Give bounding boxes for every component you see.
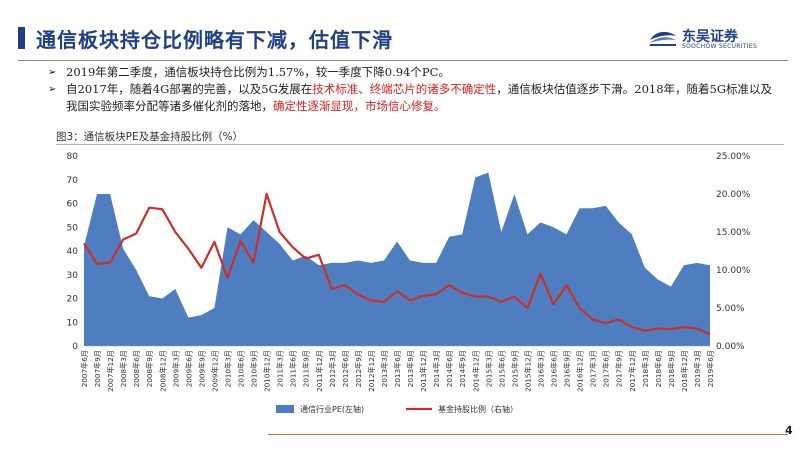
x-tick-label: 2018年9月 — [667, 350, 676, 387]
page-number: 4 — [785, 424, 793, 437]
figure-title: 图3：通信板块PE及基金持股比例（%） — [56, 131, 244, 143]
x-tick-label: 2010年3月 — [223, 350, 232, 387]
x-tick-label: 2014年9月 — [458, 350, 467, 387]
x-tick-label: 2011年9月 — [302, 350, 311, 387]
y-left-tick-label: 20 — [67, 295, 79, 305]
bullet-item: ➢ 自2017年，随着4G部署的完善，以及5G发展在技术标准、终端芯片的诸多不确… — [48, 81, 783, 115]
y-right-tick-label: 20.00% — [716, 190, 751, 200]
x-tick-label: 2018年6月 — [654, 350, 663, 387]
y-left-tick-label: 0 — [72, 342, 78, 352]
x-tick-label: 2013年3月 — [380, 350, 389, 387]
x-tick-label: 2013年9月 — [406, 350, 415, 387]
y-left-tick-label: 50 — [67, 223, 79, 233]
x-tick-label: 2015年3月 — [484, 350, 493, 387]
x-tick-label: 2015年12月 — [523, 350, 532, 392]
x-tick-label: 2015年6月 — [497, 350, 506, 387]
x-tick-label: 2008年3月 — [119, 350, 128, 387]
x-tick-label: 2014年3月 — [432, 350, 441, 387]
legend-label-holding: 基金持股比例（右轴） — [438, 404, 518, 414]
legend-swatch-pe — [276, 405, 294, 413]
slide-header: 通信板块持仓比例略有下减，估值下滑 东吴证券 SOOCHOW SECURITIE… — [0, 0, 802, 62]
company-logo: 东吴证券 SOOCHOW SECURITIES — [648, 26, 788, 52]
x-tick-label: 2016年9月 — [563, 350, 572, 387]
x-tick-label: 2012年12月 — [367, 350, 376, 392]
slide-title: 通信板块持仓比例略有下减，估值下滑 — [36, 28, 393, 52]
x-tick-label: 2007年12月 — [106, 350, 115, 392]
y-right-tick-label: 25.00% — [716, 152, 751, 162]
x-tick-label: 2016年12月 — [576, 350, 585, 392]
x-tick-label: 2009年6月 — [184, 350, 193, 387]
x-tick-label: 2013年12月 — [419, 350, 428, 392]
x-tick-label: 2014年12月 — [471, 350, 480, 392]
x-tick-label: 2007年9月 — [93, 350, 102, 387]
x-tick-label: 2015年9月 — [510, 350, 519, 387]
y-left-tick-label: 70 — [67, 176, 79, 186]
x-tick-label: 2010年9月 — [250, 350, 259, 387]
bullet-item: ➢ 2019年第二季度，通信板块持仓比例为1.57%，较一季度下降0.94个PC… — [48, 64, 783, 81]
x-tick-label: 2016年3月 — [536, 350, 545, 387]
x-tick-label: 2010年12月 — [263, 350, 272, 392]
x-tick-label: 2009年12月 — [210, 350, 219, 392]
bullet-text: 2019年第二季度，通信板块持仓比例为1.57%，较一季度下降0.94个PC。 — [66, 65, 450, 79]
x-tick-label: 2018年3月 — [641, 350, 650, 387]
bullet-list: ➢ 2019年第二季度，通信板块持仓比例为1.57%，较一季度下降0.94个PC… — [48, 64, 783, 115]
x-tick-label: 2009年9月 — [197, 350, 206, 387]
logo-mark-icon — [650, 31, 676, 46]
x-tick-label: 2014年6月 — [445, 350, 454, 387]
x-tick-label: 2011年12月 — [315, 350, 324, 392]
pe-holding-chart: 0 10 20 30 40 50 60 70 80 0.00% 5.00% 10.00% 15.00% 2… — [67, 152, 751, 414]
x-tick-label: 2019年3月 — [693, 350, 702, 387]
bullet-text: ，通信板块估值逐步下滑。2018年，随着5G标准以及我国实验频率分配等诸多催化剂… — [66, 82, 773, 113]
logo-text: 东吴证券 — [682, 29, 738, 45]
header-divider — [18, 60, 788, 61]
x-tick-label: 2018年12月 — [680, 350, 689, 392]
x-tick-label: 2017年3月 — [589, 350, 598, 387]
x-tick-label: 2017年12月 — [628, 350, 637, 392]
y-left-tick-label: 10 — [67, 318, 79, 328]
x-tick-label: 2017年6月 — [602, 350, 611, 387]
bullet-arrow-icon: ➢ — [48, 67, 57, 78]
x-tick-label: 2013年6月 — [393, 350, 402, 387]
logo-subtext: SOOCHOW SECURITIES — [682, 43, 758, 50]
holding-ratio-line-series — [83, 192, 711, 336]
x-tick-label: 2008年9月 — [145, 350, 154, 387]
figure-divider — [56, 144, 784, 145]
x-tick-label: 2017年9月 — [615, 350, 624, 387]
y-left-tick-label: 80 — [67, 152, 79, 162]
y-left-tick-label: 60 — [67, 200, 79, 210]
bullet-highlight: 技术标准、终端芯片的诸多不确定性 — [312, 82, 497, 96]
x-tick-label: 2008年6月 — [132, 350, 141, 387]
legend-label-pe: 通信行业PE(左轴) — [300, 404, 364, 414]
footer-rule — [268, 434, 788, 435]
bullet-arrow-icon: ➢ — [48, 84, 57, 95]
y-right-tick-label: 0.00% — [716, 342, 745, 352]
x-tick-label: 2012年3月 — [328, 350, 337, 387]
y-right-tick-label: 15.00% — [716, 228, 751, 238]
y-right-tick-label: 5.00% — [716, 304, 745, 314]
x-tick-label: 2019年6月 — [706, 350, 715, 387]
x-tick-label: 2008年12月 — [158, 350, 167, 392]
x-tick-label: 2010年6月 — [237, 350, 246, 387]
x-tick-label: 2012年9月 — [354, 350, 363, 387]
bullet-highlight: 确定性逐渐显现，市场信心修复。 — [273, 99, 446, 113]
title-accent-bar — [18, 27, 25, 49]
x-tick-label: 2012年6月 — [341, 350, 350, 387]
x-tick-label: 2009年3月 — [171, 350, 180, 387]
y-left-tick-label: 40 — [67, 247, 79, 257]
x-tick-label: 2011年6月 — [289, 350, 298, 387]
bullet-text: 自2017年，随着4G部署的完善，以及5G发展在 — [66, 82, 313, 96]
y-right-tick-label: 10.00% — [716, 266, 751, 276]
x-tick-label: 2007年6月 — [80, 350, 89, 387]
x-tick-label: 2016年6月 — [550, 350, 559, 387]
y-left-tick-label: 30 — [67, 271, 79, 281]
x-tick-label: 2011年3月 — [276, 350, 285, 387]
